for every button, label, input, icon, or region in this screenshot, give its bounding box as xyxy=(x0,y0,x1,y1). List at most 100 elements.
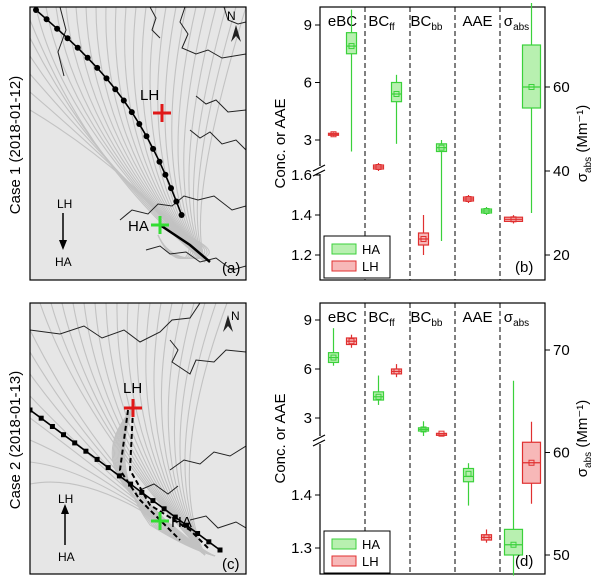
track-point xyxy=(30,407,33,413)
y-tick-label: 9 xyxy=(304,312,312,329)
box-mean xyxy=(375,393,382,400)
group-header: BCbb xyxy=(411,13,443,33)
group-header: AAE xyxy=(462,13,492,30)
y2-tick-label: 60 xyxy=(553,445,570,462)
lh-label: LH xyxy=(140,87,159,104)
group-header: BCff xyxy=(368,13,394,33)
track-point xyxy=(173,198,180,205)
track-point xyxy=(72,440,78,446)
track-point xyxy=(120,97,127,104)
box-mean xyxy=(348,43,355,50)
track-point xyxy=(94,456,100,462)
track-point xyxy=(136,121,143,127)
y-tick-label: 3 xyxy=(304,132,312,149)
y2-tick-label: 70 xyxy=(553,342,570,359)
province-borders xyxy=(30,303,246,529)
box-iqr xyxy=(372,391,385,401)
box-mean xyxy=(465,196,472,202)
north-arrow-icon xyxy=(231,25,241,42)
axis-break-mark xyxy=(312,169,326,177)
case-label-2: Case 2 (2018-01-13) xyxy=(7,371,24,509)
ha-marker xyxy=(151,512,169,530)
case-label-1: Case 1 (2018-01-12) xyxy=(7,76,24,214)
track-point xyxy=(64,35,71,42)
track-point xyxy=(33,7,39,13)
main-track-line xyxy=(128,409,211,551)
legend-swatch xyxy=(331,538,357,550)
y-axis-label: Conc. or AAE xyxy=(272,98,289,188)
track-point xyxy=(128,109,135,116)
legend-label: LH xyxy=(362,554,379,569)
group-header-sub: abs xyxy=(513,22,529,33)
y-axis-label: Conc. or AAE xyxy=(272,393,289,483)
box-mean xyxy=(528,459,535,466)
legend-swatch xyxy=(331,243,357,255)
group-header-sub: ff xyxy=(389,22,395,33)
north-label: N xyxy=(231,309,240,323)
group-header-main: BC xyxy=(411,309,432,326)
direction-bottom-label: HA xyxy=(58,550,75,564)
legend-box xyxy=(323,530,391,574)
ha-label: HA xyxy=(171,514,192,531)
box-mean xyxy=(330,131,337,138)
axis-break-mark xyxy=(312,439,326,447)
y-tick-label: 1.2 xyxy=(291,247,312,264)
box-mean xyxy=(438,144,445,151)
y2-tick-label: 20 xyxy=(553,247,570,264)
box-mean xyxy=(420,426,427,433)
direction-top-label: LH xyxy=(57,197,72,211)
track-point xyxy=(103,75,110,82)
box-mean xyxy=(465,470,472,477)
track-point xyxy=(74,44,81,51)
track-point xyxy=(84,54,91,61)
direction-arrow-up-icon xyxy=(61,504,69,545)
y-tick-label: 1.4 xyxy=(291,207,312,224)
track-point xyxy=(168,185,174,192)
track-point xyxy=(139,489,145,495)
group-header-main: eBC xyxy=(328,13,357,30)
track-point xyxy=(43,16,50,23)
track-point xyxy=(112,86,119,93)
track-point xyxy=(83,448,89,454)
lh-marker xyxy=(153,104,171,122)
group-header-main: eBC xyxy=(328,309,357,326)
trajectory-line xyxy=(72,303,206,556)
y-tick-label: 1.6 xyxy=(291,167,312,184)
track-point xyxy=(150,145,157,152)
track-point xyxy=(162,171,169,178)
group-header-main: AAE xyxy=(462,13,492,30)
track-point xyxy=(61,432,66,438)
box-iqr xyxy=(462,467,475,483)
y-tick-label: 9 xyxy=(304,17,312,34)
group-header-main: σ xyxy=(504,13,514,30)
y2-tick-label: 60 xyxy=(553,79,570,96)
trajectory-line xyxy=(30,91,206,263)
legend-label: LH xyxy=(362,259,379,274)
box-iqr xyxy=(521,44,542,109)
y2-axis-label-main: σ xyxy=(574,172,591,182)
ha-label: HA xyxy=(128,218,149,235)
track-point xyxy=(178,212,185,218)
group-header-main: BC xyxy=(368,13,389,30)
y2-tick-label: 40 xyxy=(553,163,570,180)
map-panel-c: LH HA N LH HA (c) Case 2 (2018-01-13) xyxy=(7,302,247,575)
box-mean xyxy=(348,338,355,345)
track-point xyxy=(128,481,134,487)
legend-label: HA xyxy=(362,537,380,552)
main-track-line xyxy=(159,223,211,263)
trajectory-loop xyxy=(157,224,210,260)
track-point xyxy=(38,415,44,421)
track-point xyxy=(172,514,178,520)
axis-break-mark xyxy=(312,434,326,442)
group-header-main: BC xyxy=(368,309,389,326)
ha-marker xyxy=(151,216,169,234)
panel-label: (d) xyxy=(515,553,533,570)
y2-axis-label-sub: abs xyxy=(583,452,594,468)
lh-label: LH xyxy=(123,380,142,397)
track-point xyxy=(195,531,201,536)
box-mean xyxy=(510,541,517,548)
box-mean xyxy=(483,534,490,541)
box-mean xyxy=(393,368,400,375)
north-arrow-icon xyxy=(223,315,233,332)
